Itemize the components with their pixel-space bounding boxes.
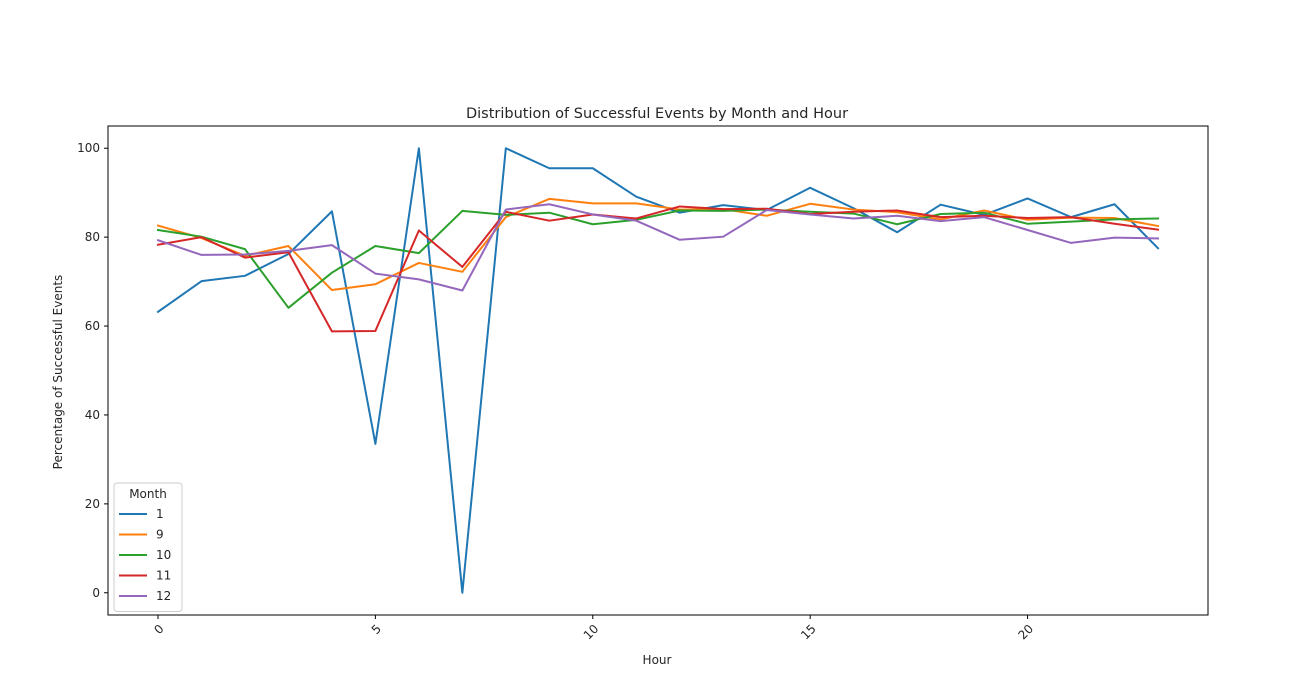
y-axis-title: Percentage of Successful Events [51,275,65,470]
legend-box [113,482,183,612]
x-axis-title: Hour [643,653,672,667]
series-line-9 [156,197,1160,292]
axes-frame [107,125,1209,616]
legend-entry-12: 12 [156,589,171,603]
series-line-10 [156,208,1160,309]
legend-entry-10: 10 [156,548,171,562]
y-tick-label: 40 [85,408,100,422]
y-tick-label: 20 [85,497,100,511]
legend-title: Month [129,487,167,501]
y-tick-label: 60 [85,319,100,333]
y-tick-label: 0 [92,586,100,600]
legend-entry-9: 9 [156,528,164,542]
legend: Month 1 9 10 11 12 [113,482,183,612]
legend-entry-11: 11 [156,569,171,583]
series-line-12 [156,203,1160,292]
legend-entry-1: 1 [156,507,164,521]
chart-title: Distribution of Successful Events by Mon… [466,106,848,122]
y-tick-label: 80 [85,230,100,244]
y-tick-label: 100 [77,141,100,155]
series-line-11 [156,205,1160,333]
